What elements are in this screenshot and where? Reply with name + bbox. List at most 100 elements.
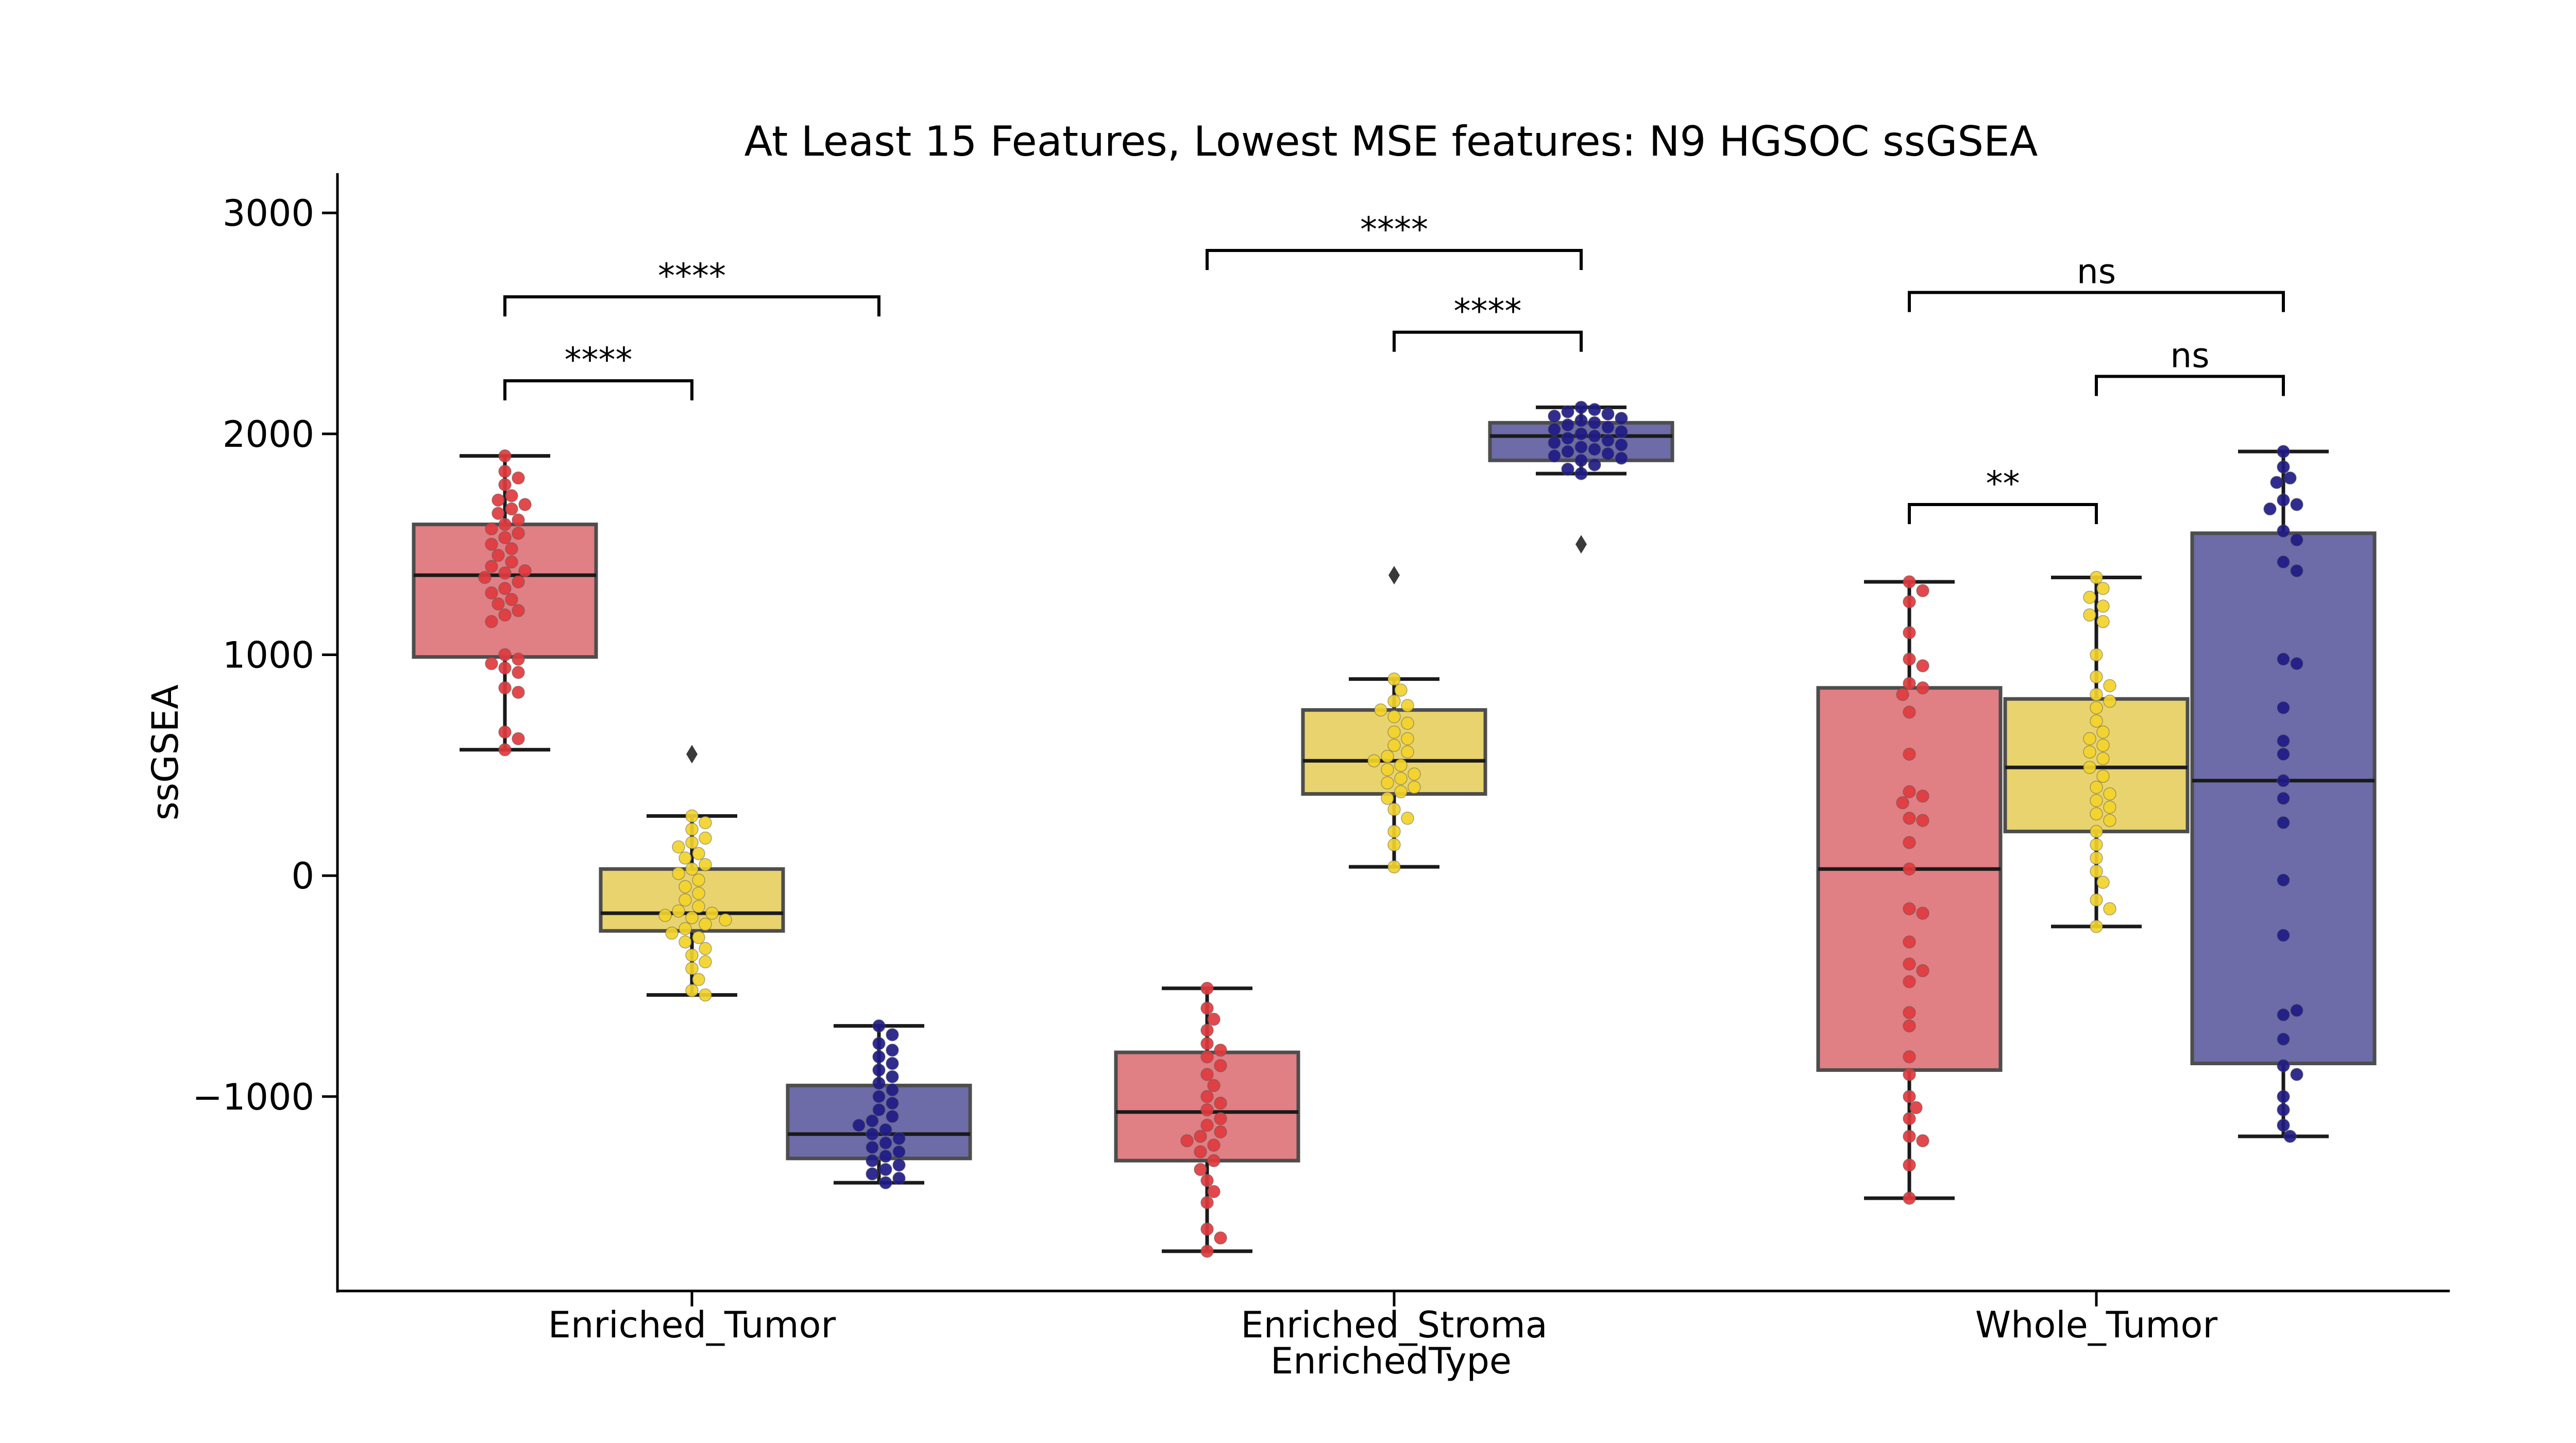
data-point bbox=[1214, 1231, 1227, 1245]
data-point bbox=[498, 531, 512, 545]
data-point bbox=[1561, 418, 1574, 432]
data-point bbox=[1207, 1079, 1221, 1093]
data-point bbox=[2096, 725, 2110, 739]
data-point bbox=[1615, 425, 1628, 439]
data-point bbox=[1548, 436, 1561, 449]
data-point bbox=[2290, 657, 2303, 670]
data-point bbox=[1903, 836, 1916, 849]
data-point bbox=[1387, 672, 1401, 686]
data-point bbox=[879, 1149, 892, 1163]
data-point bbox=[498, 464, 512, 478]
data-point bbox=[512, 685, 525, 699]
data-point bbox=[2277, 734, 2290, 748]
data-point bbox=[1200, 1196, 1214, 1210]
data-point bbox=[2290, 533, 2303, 547]
data-point bbox=[2096, 582, 2110, 595]
data-point bbox=[485, 657, 498, 670]
data-point bbox=[879, 1123, 892, 1136]
data-point bbox=[1200, 1023, 1214, 1037]
data-point bbox=[1601, 407, 1615, 421]
data-point bbox=[1903, 862, 1916, 876]
data-point bbox=[2277, 1059, 2290, 1072]
data-point bbox=[1903, 652, 1916, 666]
data-point bbox=[2277, 929, 2290, 942]
iqr-box bbox=[1301, 708, 1487, 796]
data-point bbox=[1561, 462, 1574, 476]
data-point bbox=[1387, 725, 1401, 739]
data-point bbox=[2090, 851, 2103, 865]
chart-title: At Least 15 Features, Lowest MSE feature… bbox=[744, 118, 2038, 165]
data-point bbox=[2103, 800, 2116, 814]
data-point bbox=[2090, 893, 2103, 907]
data-point bbox=[2090, 794, 2103, 808]
data-point bbox=[2090, 780, 2103, 794]
data-point bbox=[1896, 796, 1909, 810]
data-point bbox=[692, 972, 705, 986]
data-point bbox=[518, 498, 532, 511]
data-point bbox=[1381, 749, 1394, 763]
data-point bbox=[679, 893, 692, 907]
data-point bbox=[1588, 443, 1601, 456]
data-point bbox=[872, 1063, 886, 1077]
data-point bbox=[886, 1083, 899, 1097]
y-tick-label: 2000 bbox=[223, 413, 314, 456]
data-point bbox=[2290, 1003, 2303, 1017]
data-point bbox=[2090, 687, 2103, 701]
data-point bbox=[1180, 1134, 1194, 1148]
data-point bbox=[886, 1110, 899, 1123]
data-point bbox=[1903, 595, 1916, 609]
data-point bbox=[2277, 1103, 2290, 1117]
data-point bbox=[1394, 683, 1408, 697]
data-point bbox=[498, 517, 512, 531]
data-point bbox=[679, 851, 692, 865]
y-axis-ticks: −1000 0 1000 2000 3000 bbox=[192, 192, 337, 1118]
outlier-point bbox=[1388, 566, 1400, 585]
significance-bracket bbox=[2095, 375, 2285, 396]
data-point bbox=[886, 1096, 899, 1110]
data-point bbox=[1588, 416, 1601, 430]
significance-label: **** bbox=[565, 340, 633, 380]
data-point bbox=[2290, 498, 2303, 511]
box-group bbox=[599, 745, 785, 1002]
data-point bbox=[498, 648, 512, 662]
data-point bbox=[879, 1163, 892, 1176]
data-point bbox=[1561, 445, 1574, 458]
data-point bbox=[2277, 445, 2290, 458]
data-point bbox=[1916, 659, 1929, 673]
data-point bbox=[512, 652, 525, 666]
significance-label: **** bbox=[1454, 292, 1522, 331]
data-point bbox=[1574, 400, 1588, 414]
data-point bbox=[478, 571, 492, 584]
data-point bbox=[1401, 732, 1414, 746]
data-point bbox=[1200, 1050, 1214, 1064]
data-point bbox=[685, 823, 699, 836]
data-point bbox=[2090, 714, 2103, 728]
data-point bbox=[1903, 1019, 1916, 1033]
significance-label: ** bbox=[1986, 464, 2020, 504]
data-point bbox=[872, 1037, 886, 1050]
data-point bbox=[1896, 687, 1909, 701]
data-point bbox=[1401, 699, 1414, 712]
data-point bbox=[665, 926, 679, 940]
data-point bbox=[2103, 814, 2116, 827]
data-point bbox=[1916, 907, 1929, 920]
data-point bbox=[2096, 769, 2110, 783]
data-point bbox=[505, 593, 518, 607]
significance-bracket bbox=[1908, 502, 2098, 524]
data-point bbox=[2263, 502, 2277, 516]
data-point bbox=[1574, 454, 1588, 467]
data-point bbox=[1916, 584, 1929, 597]
data-point bbox=[1387, 694, 1401, 708]
data-point bbox=[1903, 1068, 1916, 1081]
data-point bbox=[1207, 1013, 1221, 1026]
y-tick-label: 1000 bbox=[223, 634, 314, 676]
data-point bbox=[866, 1114, 879, 1128]
data-point bbox=[699, 942, 712, 955]
box-group bbox=[1488, 400, 1674, 554]
significance-bracket bbox=[1393, 330, 1583, 352]
data-point bbox=[1916, 1134, 1929, 1148]
data-point bbox=[1548, 409, 1561, 423]
data-point bbox=[685, 836, 699, 849]
data-point bbox=[492, 493, 505, 507]
data-point bbox=[498, 582, 512, 595]
